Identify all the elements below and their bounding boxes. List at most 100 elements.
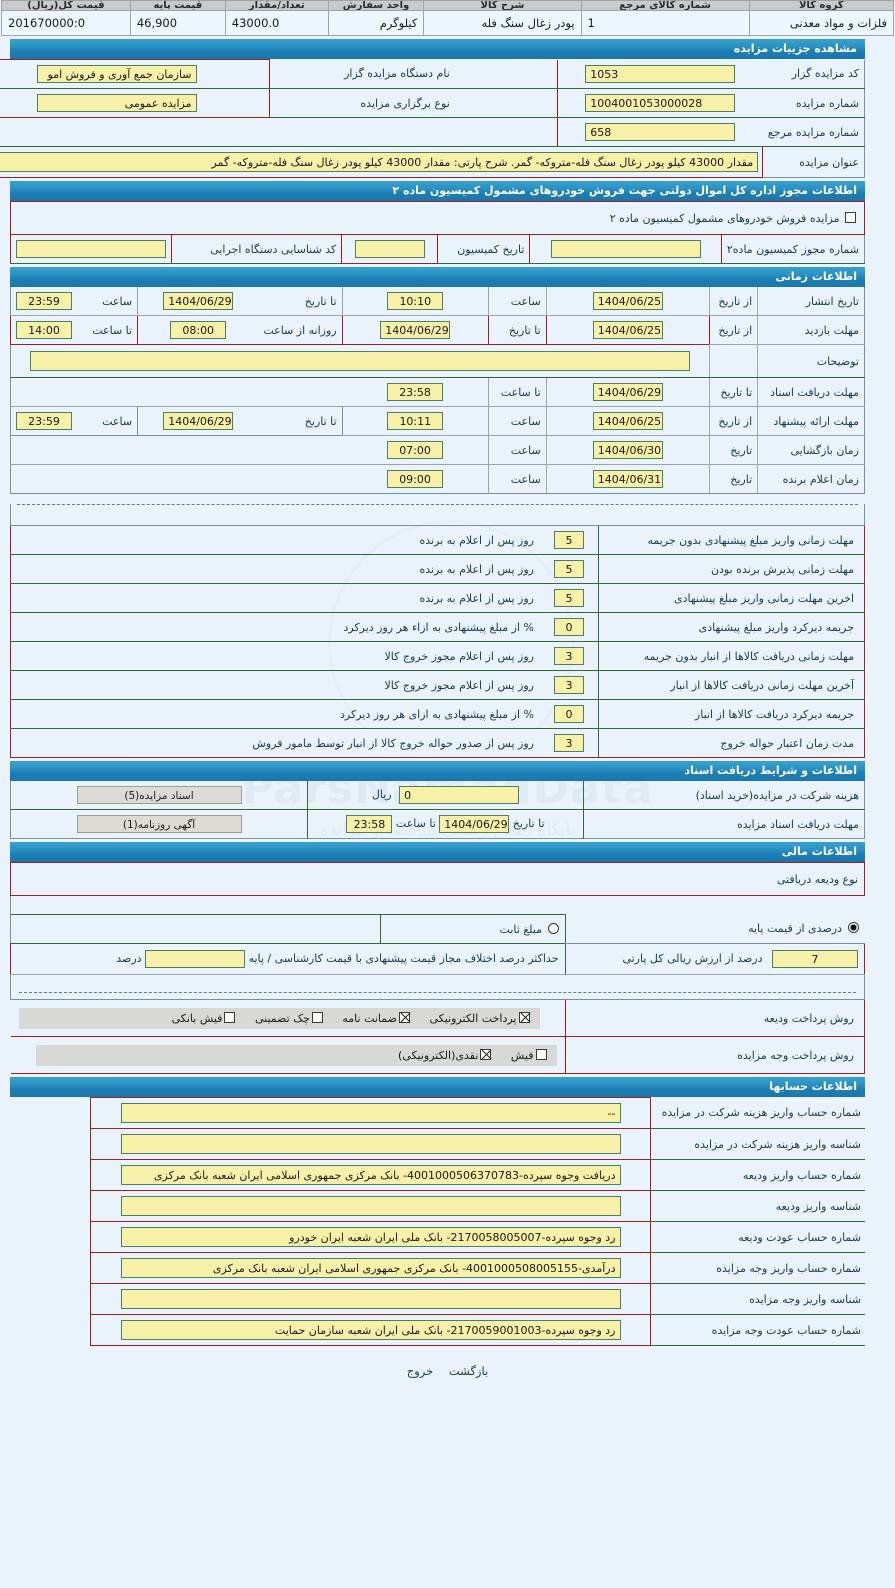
col-group: گروه کالا xyxy=(748,0,895,11)
field-auction-code[interactable]: 1053 xyxy=(585,64,736,83)
field-deadline-3[interactable]: 0 xyxy=(554,618,584,636)
label-ref-number: شماره مزایده مرجع xyxy=(762,117,865,147)
deposit-method-electronic[interactable]: پرداخت الکترونیکی xyxy=(430,1011,532,1025)
field-offer-from-date[interactable]: 1404/06/25 xyxy=(592,412,663,430)
label-percent-of-base: درصدی از قیمت پایه xyxy=(748,922,842,936)
checkbox-payment-slip[interactable] xyxy=(535,1048,547,1060)
deposit-method-check[interactable]: چک تضمینی xyxy=(255,1011,325,1025)
field-notes[interactable] xyxy=(29,351,690,371)
back-link[interactable]: بازگشت xyxy=(448,1364,489,1378)
field-account-7[interactable]: رد وجوه سپرده-2170059001003- بانک ملی ای… xyxy=(120,1320,621,1340)
deposit-method-bank-slip[interactable]: فیش بانکی xyxy=(172,1011,238,1025)
field-visit-daily-to[interactable]: 14:00 xyxy=(16,321,72,339)
field-publish-to-hour[interactable]: 23:59 xyxy=(16,292,72,310)
field-deadline-0[interactable]: 5 xyxy=(554,531,584,549)
checkbox-bank-slip[interactable] xyxy=(224,1011,236,1023)
row-account: شماره حساب عودت وجه مزایده رد وجوه سپرده… xyxy=(10,1314,865,1346)
row-offer-deadline: مهلت ارائه پیشنهاد از تاریخ 1404/06/25 س… xyxy=(10,406,865,436)
field-deadline-6[interactable]: 0 xyxy=(554,705,584,723)
option-percent-of-base[interactable]: درصدی از قیمت پایه xyxy=(565,914,865,944)
field-account-5[interactable]: درآمدی-4001000508005155- بانک مرکزی جمهو… xyxy=(120,1258,621,1278)
label-hour-6: ساعت xyxy=(488,464,547,494)
field-deadline-1[interactable]: 5 xyxy=(554,560,584,578)
field-offer-to-hour[interactable]: 23:59 xyxy=(16,412,72,430)
row-account: شناسه واریز ودیعه xyxy=(10,1190,865,1222)
field-doc-to-date[interactable]: 1404/06/29 xyxy=(439,815,510,833)
auction-details-table: کد مزایده گزار 1053 نام دستگاه مزایده گز… xyxy=(0,59,865,178)
field-doc-to-hour[interactable]: 23:58 xyxy=(346,815,393,833)
field-deadline-2[interactable]: 5 xyxy=(554,589,584,607)
checkbox-electronic-payment[interactable] xyxy=(518,1011,530,1023)
field-organizer-name[interactable]: سازمان جمع آوری و فروش امو xyxy=(36,65,197,83)
field-account-4[interactable]: رد وجوه سپرده-2170058005007- بانک ملی ای… xyxy=(120,1227,621,1247)
field-max-diff[interactable] xyxy=(145,950,246,968)
payment-method-slip[interactable]: فیش xyxy=(511,1048,549,1062)
row-deadline-param: جریمه دیرکرد واریز مبلغ پیشنهادی 0 % از … xyxy=(10,612,865,642)
field-auction-title[interactable]: مقدار 43000 کیلو پودر زغال سنگ فله-متروک… xyxy=(0,152,759,172)
radio-fixed-amount[interactable] xyxy=(547,922,559,934)
radio-percent-of-base[interactable] xyxy=(847,922,859,934)
auction-detail-page: ParsNamadData پایگاه اطلاع رسانی مناقصه … xyxy=(0,0,895,1388)
label-account-4: شماره حساب عودت ودیعه xyxy=(650,1221,865,1253)
field-percent-value[interactable]: 7 xyxy=(772,950,858,968)
field-winner-hour[interactable]: 09:00 xyxy=(387,470,444,488)
payment-method-cash-electronic[interactable]: نقدی(الکترونیکی) xyxy=(397,1048,493,1062)
unit-deadline-7: روز پس از صدور حواله خروج کالا از انبار … xyxy=(10,728,540,758)
field-account-3[interactable] xyxy=(120,1196,621,1216)
checkbox-cash-electronic[interactable] xyxy=(480,1048,492,1060)
label-hour-4: ساعت xyxy=(77,406,139,436)
exit-link[interactable]: خروج xyxy=(406,1364,434,1378)
field-participation-fee[interactable]: 0 xyxy=(399,786,520,804)
field-agency-code[interactable] xyxy=(16,240,166,258)
label-deposit-method: روش پرداخت ودیعه xyxy=(565,999,865,1037)
field-visit-to-date[interactable]: 1404/06/29 xyxy=(380,321,451,339)
auction-documents-button[interactable]: اسناد مزایده(5) xyxy=(76,786,242,804)
label-deadline-3: جریمه دیرکرد واریز مبلغ پیشنهادی xyxy=(598,612,865,642)
field-opening-hour[interactable]: 07:00 xyxy=(387,441,444,459)
label-date-1: تاریخ xyxy=(709,435,759,465)
field-account-1[interactable] xyxy=(120,1134,621,1154)
row-commission-checkbox: مزایده فروش خودروهای مشمول کمیسیون ماده … xyxy=(10,201,865,235)
cell-group: فلزات و مواد معدنی xyxy=(748,10,895,36)
field-deadline-7[interactable]: 3 xyxy=(554,734,584,752)
field-permit-number[interactable] xyxy=(550,240,701,258)
label-opening-time: زمان بازگشایی xyxy=(757,435,865,465)
field-doc-deadline-hour[interactable]: 23:58 xyxy=(387,383,444,401)
label-deadline-4: مهلت زمانی دریافت کالاها از انبار بدون ج… xyxy=(598,641,865,671)
field-commission-date[interactable] xyxy=(354,240,425,258)
field-auction-number[interactable]: 1004001053000028 xyxy=(585,94,736,112)
field-account-2[interactable]: دریافت وجوه سپرده-4001000506370783- بانک… xyxy=(120,1165,621,1185)
field-account-0[interactable]: -- xyxy=(120,1103,621,1123)
field-publish-to-date[interactable]: 1404/06/29 xyxy=(163,292,234,310)
section-header-time: اطلاعات زمانی xyxy=(10,267,865,287)
field-offer-from-hour[interactable]: 10:11 xyxy=(387,412,444,430)
field-visit-daily-from[interactable]: 08:00 xyxy=(170,321,227,339)
label-account-5: شماره حساب واریز وجه مزایده xyxy=(650,1252,865,1284)
row-visit-deadline: مهلت بازدید از تاریخ 1404/06/25 تا تاریخ… xyxy=(10,315,865,345)
commission-checkbox[interactable] xyxy=(845,211,856,223)
col-ref-code: شماره کالای مرجع xyxy=(580,0,750,11)
col-base-price: قیمت پایه xyxy=(129,0,226,11)
row-account: شماره حساب واریز ودیعه دریافت وجوه سپرده… xyxy=(10,1159,865,1191)
field-winner-date[interactable]: 1404/06/31 xyxy=(592,470,663,488)
field-deadline-5[interactable]: 3 xyxy=(554,676,584,694)
unit-deadline-5: روز پس از اعلام مجوز خروج کالا xyxy=(10,670,540,700)
option-fixed-amount[interactable]: مبلغ ثابت xyxy=(380,914,566,944)
newspaper-ad-button[interactable]: آگهی روزنامه(1) xyxy=(76,815,242,833)
field-auction-type[interactable]: مزایده عمومی xyxy=(36,94,197,112)
checkbox-guarantee-letter[interactable] xyxy=(399,1011,410,1023)
label-cash-electronic: نقدی(الکترونیکی) xyxy=(397,1048,479,1062)
field-doc-deadline-date[interactable]: 1404/06/29 xyxy=(592,383,663,401)
field-publish-from-hour[interactable]: 10:10 xyxy=(387,292,444,310)
label-from-date-1: از تاریخ xyxy=(709,287,759,316)
field-deadline-4[interactable]: 3 xyxy=(554,647,584,665)
field-account-6[interactable] xyxy=(120,1289,621,1309)
field-opening-date[interactable]: 1404/06/30 xyxy=(592,441,663,459)
deposit-method-guarantee[interactable]: ضمانت نامه xyxy=(342,1011,412,1025)
field-offer-to-date[interactable]: 1404/06/29 xyxy=(163,412,234,430)
checkbox-guaranteed-check[interactable] xyxy=(311,1011,323,1023)
field-visit-from-date[interactable]: 1404/06/25 xyxy=(592,321,663,339)
field-publish-from-date[interactable]: 1404/06/25 xyxy=(592,292,663,310)
label-winner-announce: زمان اعلام برنده xyxy=(782,472,859,486)
field-ref-number[interactable]: 658 xyxy=(585,123,736,141)
